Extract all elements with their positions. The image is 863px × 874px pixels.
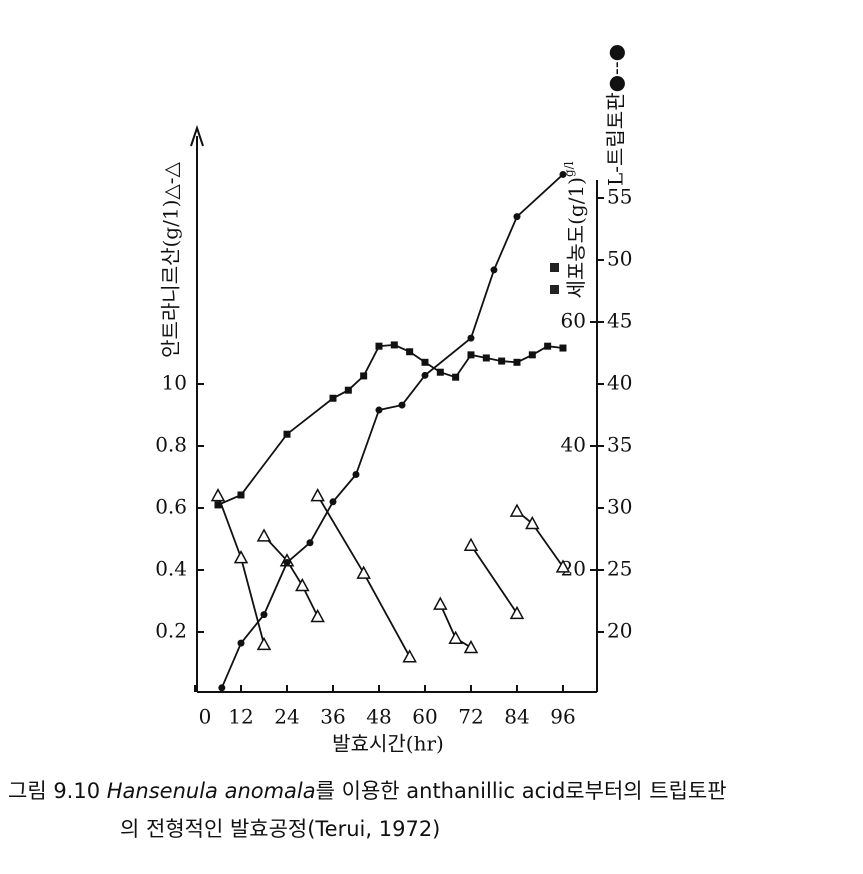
triangle-marker (555, 559, 571, 573)
triangle-marker (356, 565, 371, 579)
caption-part: Hansenula anomala (107, 779, 316, 803)
x-tick-label: 12 (228, 705, 253, 729)
x-axis-label: 발효시간(hr) (332, 732, 444, 756)
square-marker (436, 368, 444, 376)
series-line (217, 495, 564, 658)
square-marker (406, 348, 414, 356)
triangle-marker (525, 515, 540, 530)
y2ticks-label: 30 (607, 495, 632, 519)
x-tick-label: 96 (550, 705, 575, 729)
triangle-marker (310, 608, 325, 623)
x-tick-label: 72 (458, 705, 483, 729)
circle-marker (329, 498, 337, 506)
square-marker (329, 394, 337, 402)
square-marker (544, 342, 552, 350)
x-tick-label: 48 (366, 705, 391, 729)
square-marker (375, 342, 383, 350)
circle-marker (513, 213, 521, 221)
yticks-label: 10 (162, 371, 187, 395)
x-tick-label: 36 (320, 705, 345, 729)
triangle-marker (310, 488, 325, 502)
circle-marker (306, 539, 314, 547)
y3ticks-label: 60 (561, 309, 586, 333)
triangle-marker (256, 636, 272, 651)
triangle-marker (448, 630, 463, 644)
square-marker (498, 357, 506, 365)
square-marker (467, 351, 475, 359)
circle-marker (559, 170, 567, 178)
square-marker (360, 372, 368, 380)
triangle-marker (463, 537, 479, 551)
y2ticks-label: 35 (607, 433, 632, 457)
square-marker (482, 354, 490, 362)
y3-label-text: 세포농도(g/1) (564, 177, 588, 298)
x-tick-label: 0 (199, 705, 212, 729)
y2ticks-label: 20 (607, 619, 632, 643)
y-axis-label: 안트라니르산(g/1)△-△ (159, 161, 183, 357)
triangle-marker (509, 605, 525, 620)
square-marker (528, 351, 536, 359)
caption-part: 를 이용한 anthanillic acid로부터의 트립토판 (316, 779, 727, 803)
square-marker (452, 373, 460, 381)
y2ticks-label: 45 (607, 309, 632, 333)
triangle-marker (256, 528, 272, 542)
series-line (220, 173, 564, 689)
caption: 그림 9.10 Hansenula anomala를 이용한 anthanill… (8, 779, 727, 803)
yticks-label: 0.2 (155, 619, 187, 643)
legend-square (550, 263, 559, 272)
square-marker (283, 430, 291, 438)
y2-axis-label: L-트립토판●--● (604, 44, 628, 186)
square-marker (344, 386, 352, 394)
triangle-marker (433, 596, 448, 610)
y3ticks-label: 40 (561, 433, 586, 457)
x-tick-label: 24 (274, 705, 299, 729)
square-marker (513, 358, 521, 366)
circle-marker (283, 559, 291, 567)
y2ticks-label: 55 (607, 185, 632, 209)
caption-part: 그림 9.10 (8, 779, 107, 803)
legend-square (550, 285, 559, 294)
yticks-label: 0.6 (155, 495, 187, 519)
circle-marker (260, 611, 268, 619)
triangle-marker (509, 503, 525, 517)
series-line (217, 343, 564, 506)
circle-marker (398, 401, 406, 409)
y2ticks-label: 25 (607, 557, 632, 581)
circle-marker (375, 406, 383, 414)
y2ticks-label: 40 (607, 371, 632, 395)
circle-marker (421, 371, 429, 379)
square-marker (237, 491, 245, 499)
yticks-label: 0.8 (155, 433, 187, 457)
y3-axis-label: 세포농도(g/1)g/l (562, 161, 588, 298)
y2ticks-label: 50 (607, 247, 632, 271)
square-marker (421, 358, 429, 366)
triangle-marker (402, 649, 417, 663)
circle-marker (218, 684, 226, 692)
caption: 의 전형적인 발효공정(Terui, 1972) (120, 817, 440, 841)
x-tick-label: 84 (504, 705, 529, 729)
circle-marker (490, 266, 498, 274)
triangle-marker (210, 488, 226, 502)
square-marker (214, 501, 222, 509)
square-marker (390, 341, 398, 349)
triangle-marker (295, 577, 310, 592)
triangle-marker (463, 639, 479, 654)
x-tick-label: 60 (412, 705, 437, 729)
yticks-label: 0.4 (155, 557, 187, 581)
y-axis-arrow (190, 124, 204, 147)
square-marker (559, 344, 567, 352)
circle-marker (237, 639, 245, 647)
triangle-marker (233, 550, 249, 564)
circle-marker (352, 471, 360, 479)
circle-marker (467, 334, 475, 342)
